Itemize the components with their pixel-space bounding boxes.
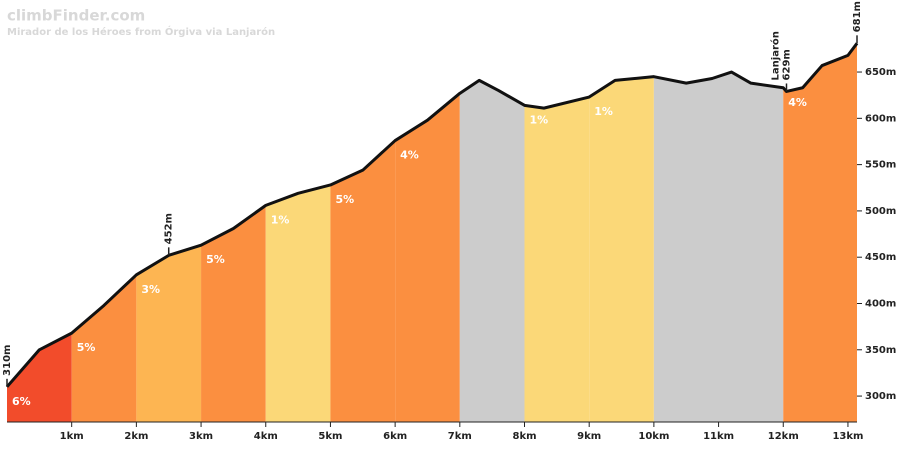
x-tick-label: 1km bbox=[60, 431, 84, 442]
x-tick-label: 10km bbox=[638, 431, 669, 442]
y-tick-label: 550m bbox=[865, 160, 896, 171]
segment-label: 6% bbox=[12, 395, 31, 408]
annotation-text: Lanjarón bbox=[769, 31, 781, 80]
gradient-segment bbox=[524, 97, 590, 423]
x-tick-label: 13km bbox=[832, 431, 863, 442]
annotation-label: 310m bbox=[2, 345, 13, 376]
gradient-segment bbox=[395, 93, 460, 423]
y-tick-label: 350m bbox=[865, 345, 896, 356]
annotation-label: 681m bbox=[852, 1, 863, 32]
y-tick-label: 650m bbox=[865, 67, 896, 78]
gradient-segment bbox=[265, 184, 331, 422]
segment-label: 4% bbox=[788, 96, 807, 109]
y-tick-label: 300m bbox=[865, 391, 896, 402]
segment-label: 5% bbox=[206, 253, 225, 266]
x-tick-label: 11km bbox=[703, 431, 734, 442]
x-tick-label: 3km bbox=[189, 431, 213, 442]
chart-title: climbFinder.com bbox=[7, 7, 145, 25]
annotation-label: 452m bbox=[164, 213, 175, 244]
gradient-segment bbox=[653, 72, 784, 422]
x-tick-label: 7km bbox=[448, 431, 472, 442]
gradient-segment bbox=[7, 333, 72, 422]
gradient-segment bbox=[459, 80, 525, 422]
x-tick-label: 5km bbox=[318, 431, 342, 442]
y-tick-label: 400m bbox=[865, 298, 896, 309]
x-tick-label: 6km bbox=[383, 431, 407, 442]
elevation-line bbox=[5, 42, 859, 388]
segment-label: 1% bbox=[594, 105, 613, 118]
gradient-segment bbox=[136, 245, 202, 422]
segment-label: 3% bbox=[141, 283, 160, 296]
gradient-segment bbox=[783, 43, 857, 423]
segment-label: 1% bbox=[530, 113, 549, 126]
gradient-segment bbox=[589, 76, 654, 422]
y-tick-label: 600m bbox=[865, 113, 896, 124]
y-tick-label: 500m bbox=[865, 206, 896, 217]
gradient-segment bbox=[71, 274, 137, 422]
chart-subtitle: Mirador de los Héroes from Órgiva via La… bbox=[7, 25, 275, 38]
x-tick-label: 8km bbox=[512, 431, 536, 442]
segment-label: 1% bbox=[271, 213, 290, 226]
gradient-segment bbox=[330, 140, 396, 422]
x-tick-label: 2km bbox=[124, 431, 148, 442]
x-tick-label: 9km bbox=[577, 431, 601, 442]
x-tick-label: 12km bbox=[768, 431, 799, 442]
gradient-segment bbox=[201, 205, 266, 422]
y-tick-label: 450m bbox=[865, 252, 896, 263]
annotation-label: 629m bbox=[781, 49, 792, 80]
x-tick-label: 4km bbox=[254, 431, 278, 442]
segment-label: 5% bbox=[335, 193, 354, 206]
segment-label: 4% bbox=[400, 149, 419, 162]
segment-label: 5% bbox=[77, 341, 96, 354]
